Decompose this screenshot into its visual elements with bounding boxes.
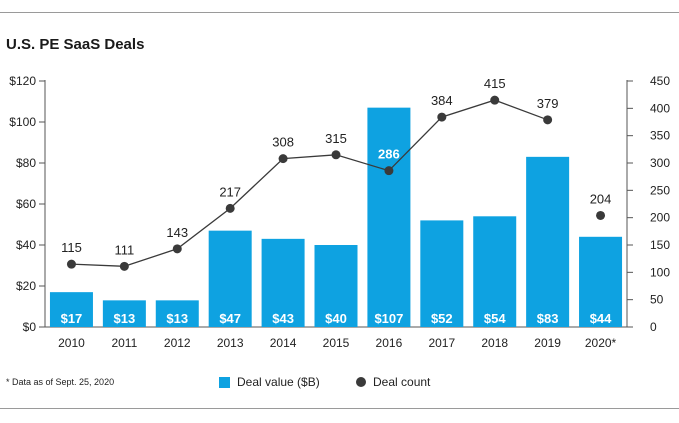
deal-count-point — [331, 150, 341, 160]
x-tick-label: 2017 — [428, 336, 455, 350]
footnote: * Data as of Sept. 25, 2020 — [6, 377, 115, 387]
deal-count-label: 315 — [325, 131, 347, 146]
bar-value-label: $52 — [431, 311, 453, 326]
deal-count-label: 115 — [61, 240, 82, 255]
y-right-tick-label: 450 — [650, 74, 670, 88]
bar — [526, 156, 570, 327]
y-right-tick-label: 150 — [650, 238, 670, 252]
bar — [261, 238, 305, 327]
bar — [420, 220, 464, 327]
bar — [579, 236, 623, 327]
x-tick-label: 2019 — [534, 336, 561, 350]
bar-value-label: $40 — [325, 311, 347, 326]
bar-value-label: $17 — [61, 311, 83, 326]
y-left-tick-label: $60 — [16, 197, 36, 211]
x-tick-label: 2010 — [58, 336, 85, 350]
y-right-tick-label: 100 — [650, 265, 670, 279]
bar — [473, 216, 517, 327]
y-right-tick-label: 50 — [650, 293, 664, 307]
legend-deal-value-label: Deal value ($B) — [237, 375, 320, 389]
bar-value-label: $43 — [272, 311, 294, 326]
deal-count-point — [278, 154, 288, 164]
legend-deal-count-label: Deal count — [373, 375, 431, 389]
bar — [49, 292, 93, 327]
deal-count-label: 217 — [219, 184, 241, 199]
deal-count-point — [225, 203, 235, 213]
y-left-tick-label: $100 — [9, 115, 36, 129]
bar-value-label: $13 — [114, 311, 136, 326]
deal-count-label: 143 — [166, 225, 188, 240]
bar-value-label: $54 — [484, 311, 506, 326]
y-left-tick-label: $0 — [23, 320, 37, 334]
bar — [314, 245, 358, 327]
bar — [208, 230, 252, 327]
top-rule — [0, 12, 679, 13]
y-left-tick-label: $120 — [9, 74, 36, 88]
legend-item-deal-count: Deal count — [356, 375, 430, 389]
y-left-tick-label: $80 — [16, 156, 36, 170]
deal-count-label: 415 — [484, 76, 506, 91]
y-right-tick-label: 250 — [650, 183, 670, 197]
bar — [367, 107, 411, 328]
deal-count-label: 384 — [431, 93, 453, 108]
chart-title: U.S. PE SaaS Deals — [6, 36, 145, 53]
legend-bar-swatch — [219, 376, 230, 388]
y-right-tick-label: 0 — [650, 320, 657, 334]
y-right-tick-label: 200 — [650, 211, 670, 225]
deal-count-point — [119, 261, 129, 271]
deal-count-label: 379 — [537, 96, 559, 111]
deal-count-point — [596, 210, 606, 220]
deal-count-point — [172, 244, 182, 254]
deal-count-label: 308 — [272, 135, 294, 150]
x-tick-label: 2015 — [323, 336, 350, 350]
y-right-tick-label: 300 — [650, 156, 670, 170]
x-tick-label: 2011 — [111, 336, 137, 350]
bar — [155, 300, 199, 327]
bottom-rule — [0, 408, 679, 409]
deal-count-point — [437, 112, 447, 122]
x-tick-label: 2012 — [164, 336, 191, 350]
x-tick-label: 2013 — [217, 336, 244, 350]
y-left-tick-label: $20 — [16, 279, 36, 293]
y-right-tick-label: 400 — [650, 101, 670, 115]
deal-count-point — [384, 166, 394, 176]
deal-count-label: 204 — [590, 191, 612, 206]
deal-count-line — [71, 99, 548, 267]
y-right-tick-label: 350 — [650, 129, 670, 143]
bar-value-label: $47 — [219, 311, 241, 326]
deal-count-point — [66, 259, 76, 269]
bar-value-label: $107 — [374, 311, 403, 326]
x-tick-label: 2016 — [376, 336, 403, 350]
deal-count-label: 286 — [378, 147, 400, 162]
deal-count-point — [490, 95, 500, 105]
y-left-tick-label: $40 — [16, 238, 36, 252]
legend-dot-swatch — [356, 377, 366, 387]
x-tick-label: 2014 — [270, 336, 297, 350]
bar-value-label: $44 — [590, 311, 612, 326]
deal-count-point — [543, 115, 553, 125]
x-tick-label: 2020* — [585, 336, 617, 350]
deal-count-label: 111 — [114, 242, 134, 257]
legend-item-deal-value: Deal value ($B) — [219, 375, 320, 389]
x-tick-label: 2018 — [481, 336, 508, 350]
bar — [102, 300, 146, 327]
bar-value-label: $83 — [537, 311, 559, 326]
bar-value-label: $13 — [166, 311, 188, 326]
